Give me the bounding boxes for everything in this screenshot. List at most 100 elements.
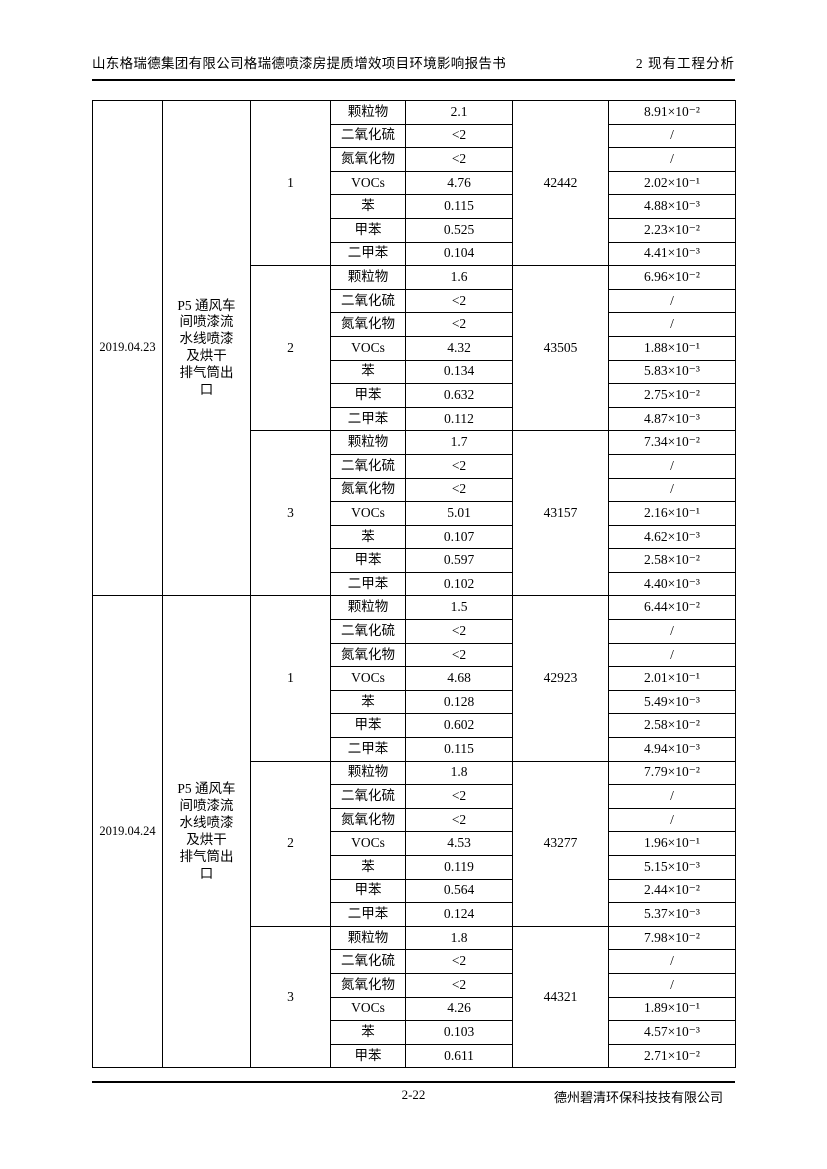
table-row: 甲苯 0.611 2.71×10⁻² — [93, 1043, 736, 1069]
location-cell: P5 通风车 间喷漆流 水线喷漆 及烘干 排气筒出 口 — [162, 99, 251, 597]
rate-cell: / — [608, 972, 736, 998]
value-cell: 4.68 — [405, 666, 513, 691]
flow-cell: 43157 — [512, 430, 609, 597]
flow-cell: 43505 — [512, 265, 609, 432]
value-cell: <2 — [405, 123, 513, 149]
group-number-cell: 1 — [250, 99, 331, 267]
pollutant-cell: VOCs — [330, 170, 406, 196]
date-cell: 2019.04.23 — [92, 99, 163, 597]
flow-cell: 42923 — [512, 595, 609, 762]
value-cell: 0.597 — [405, 548, 513, 573]
table-row: 二甲苯 0.102 4.40×10⁻³ — [93, 571, 736, 597]
value-cell: 1.6 — [405, 265, 513, 290]
pollutant-cell: 二氧化硫 — [330, 619, 406, 644]
pollutant-cell: 二氧化硫 — [330, 784, 406, 809]
table-row: 苯 0.107 4.62×10⁻³ — [93, 524, 736, 550]
rate-cell: 7.79×10⁻² — [608, 760, 736, 786]
rate-cell: 4.57×10⁻³ — [608, 1020, 736, 1045]
table-row: 二氧化硫 <2 / — [93, 288, 736, 314]
value-cell: <2 — [405, 477, 513, 503]
value-cell: 2.1 — [405, 100, 513, 125]
pollutant-cell: 二甲苯 — [330, 737, 406, 762]
pollutant-cell: 颗粒物 — [330, 925, 406, 951]
rate-cell: 4.41×10⁻³ — [608, 241, 736, 267]
page-number: 2-22 — [401, 1087, 426, 1102]
value-cell: 0.602 — [405, 713, 513, 739]
rate-cell: 7.34×10⁻² — [608, 430, 736, 455]
rate-cell: 4.94×10⁻³ — [608, 737, 736, 762]
pollutant-cell: 氮氧化物 — [330, 642, 406, 668]
value-cell: <2 — [405, 807, 513, 833]
value-cell: 4.53 — [405, 831, 513, 856]
date-cell: 2019.04.24 — [92, 595, 163, 1069]
value-cell: 0.632 — [405, 383, 513, 408]
table-row: 氮氧化物 <2 / — [93, 807, 736, 833]
footer-rule — [92, 1081, 735, 1083]
table-row: VOCs 4.26 1.89×10⁻¹ — [93, 996, 736, 1022]
group-number-cell: 3 — [250, 925, 331, 1069]
value-cell: 5.01 — [405, 501, 513, 526]
value-cell: 0.115 — [405, 737, 513, 762]
pollutant-cell: VOCs — [330, 501, 406, 526]
value-cell: 4.32 — [405, 335, 513, 361]
table-row: 3 颗粒物 1.8 44321 7.98×10⁻² — [93, 925, 736, 1069]
value-cell: 1.5 — [405, 595, 513, 621]
rate-cell: / — [608, 784, 736, 809]
rate-cell: / — [608, 453, 736, 479]
pollutant-cell: 苯 — [330, 524, 406, 550]
value-cell: 0.115 — [405, 194, 513, 219]
table-row: 苯 0.103 4.57×10⁻³ — [93, 1020, 736, 1045]
rate-cell: 5.83×10⁻³ — [608, 359, 736, 385]
rate-cell: 2.44×10⁻² — [608, 878, 736, 904]
group-number-cell: 2 — [250, 760, 331, 927]
rate-cell: 4.62×10⁻³ — [608, 524, 736, 550]
rate-cell: 8.91×10⁻² — [608, 100, 736, 125]
table-row: 2019.04.24 P5 通风车 间喷漆流 水线喷漆 及烘干 排气筒出 口 1… — [92, 595, 736, 1069]
footer-company-name: 德州碧清环保科技技有限公司 — [553, 1090, 723, 1105]
value-cell: 0.104 — [405, 241, 513, 267]
table-row: 甲苯 0.602 2.58×10⁻² — [93, 713, 736, 739]
value-cell: <2 — [405, 972, 513, 998]
rate-cell: 2.75×10⁻² — [608, 383, 736, 408]
rate-cell: / — [608, 949, 736, 974]
table-row: 二氧化硫 <2 / — [93, 453, 736, 479]
pollutant-cell: 甲苯 — [330, 713, 406, 739]
pollutant-cell: 氮氧化物 — [330, 807, 406, 833]
rate-cell: 5.37×10⁻³ — [608, 902, 736, 927]
table-row: 甲苯 0.632 2.75×10⁻² — [93, 383, 736, 408]
table-row: VOCs 5.01 2.16×10⁻¹ — [93, 501, 736, 526]
table-row: 苯 0.134 5.83×10⁻³ — [93, 359, 736, 385]
monitoring-data-table: 2019.04.23 P5 通风车 间喷漆流 水线喷漆 及烘干 排气筒出 口 1… — [92, 99, 736, 1069]
group-number-cell: 1 — [250, 595, 331, 762]
rate-cell: / — [608, 288, 736, 314]
pollutant-cell: 颗粒物 — [330, 265, 406, 290]
value-cell: 0.124 — [405, 902, 513, 927]
pollutant-cell: 甲苯 — [330, 217, 406, 243]
value-cell: 4.26 — [405, 996, 513, 1022]
value-cell: 1.8 — [405, 760, 513, 786]
table-row: 3 颗粒物 1.7 43157 7.34×10⁻² — [93, 430, 736, 597]
table-row: VOCs 4.68 2.01×10⁻¹ — [93, 666, 736, 691]
table-row: 二氧化硫 <2 / — [93, 949, 736, 974]
table-row: 氮氧化物 <2 / — [93, 972, 736, 998]
rate-cell: 2.58×10⁻² — [608, 713, 736, 739]
pollutant-cell: 颗粒物 — [330, 595, 406, 621]
table-row: 二甲苯 0.124 5.37×10⁻³ — [93, 902, 736, 927]
rate-cell: 5.49×10⁻³ — [608, 689, 736, 715]
table-row: 二氧化硫 <2 / — [93, 619, 736, 644]
value-cell: 4.76 — [405, 170, 513, 196]
value-cell: <2 — [405, 619, 513, 644]
pollutant-cell: VOCs — [330, 335, 406, 361]
table-row: VOCs 4.32 1.88×10⁻¹ — [93, 335, 736, 361]
rate-cell: / — [608, 123, 736, 149]
pollutant-cell: 二氧化硫 — [330, 453, 406, 479]
rate-cell: 4.87×10⁻³ — [608, 406, 736, 432]
header-chapter-label: 2 现有工程分析 — [635, 56, 735, 71]
rate-cell: 6.44×10⁻² — [608, 595, 736, 621]
group-number-cell: 2 — [250, 265, 331, 432]
value-cell: 0.564 — [405, 878, 513, 904]
rate-cell: 2.23×10⁻² — [608, 217, 736, 243]
pollutant-cell: 苯 — [330, 1020, 406, 1045]
rate-cell: 1.89×10⁻¹ — [608, 996, 736, 1022]
flow-cell: 43277 — [512, 760, 609, 927]
